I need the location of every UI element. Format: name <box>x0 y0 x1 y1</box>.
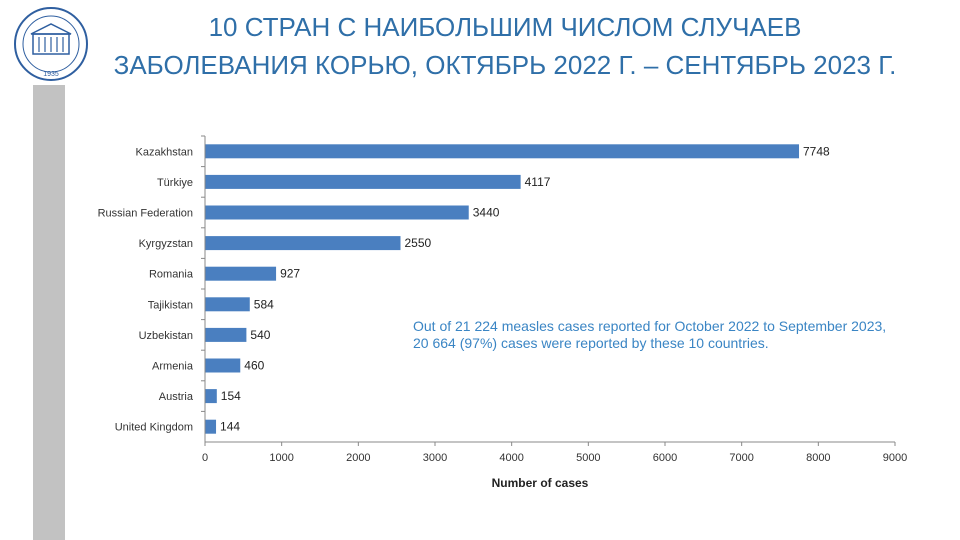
x-tick-label: 3000 <box>423 452 447 464</box>
bar-value-label: 4117 <box>525 175 551 189</box>
category-label: United Kingdom <box>115 422 193 434</box>
x-tick-label: 1000 <box>269 452 293 464</box>
x-tick-label: 2000 <box>346 452 370 464</box>
bar <box>205 174 521 189</box>
x-axis-title: Number of cases <box>492 476 589 490</box>
bar-value-label: 7748 <box>803 144 830 158</box>
category-label: Tajikistan <box>148 299 193 311</box>
bar-value-label: 927 <box>280 267 300 281</box>
x-tick-label: 5000 <box>576 452 600 464</box>
category-label: Russian Federation <box>98 208 193 220</box>
category-label: Kyrgyzstan <box>139 238 193 250</box>
category-label: Romania <box>149 269 194 281</box>
bar <box>205 144 800 159</box>
bar-value-label: 154 <box>221 389 241 403</box>
logo-year: 1935 <box>43 71 59 78</box>
bar <box>205 389 217 404</box>
bar-value-label: 3440 <box>473 206 500 220</box>
university-logo-icon: 1935 <box>14 7 88 81</box>
category-label: Armenia <box>152 361 194 373</box>
decorative-sidebar <box>33 85 65 540</box>
bar <box>205 266 277 281</box>
x-tick-label: 0 <box>202 452 208 464</box>
x-tick-label: 6000 <box>653 452 677 464</box>
category-label: Türkiye <box>157 177 193 189</box>
x-tick-label: 4000 <box>499 452 523 464</box>
x-tick-label: 7000 <box>729 452 753 464</box>
bar-value-label: 540 <box>250 328 270 342</box>
page-title: 10 СТРАН С НАИБОЛЬШИМ ЧИСЛОМ СЛУЧАЕВ ЗАБ… <box>95 8 915 84</box>
bar <box>205 236 401 251</box>
bar-value-label: 460 <box>244 359 264 373</box>
category-label: Uzbekistan <box>139 330 193 342</box>
category-label: Kazakhstan <box>136 146 193 158</box>
x-tick-label: 9000 <box>883 452 907 464</box>
bar-value-label: 584 <box>254 297 274 311</box>
bar <box>205 358 241 373</box>
page-title-line-1: 10 СТРАН С НАИБОЛЬШИМ ЧИСЛОМ СЛУЧАЕВ <box>208 12 802 42</box>
bars-layer: 7748 4117 3440 2550 927 584 540 460 154 144 <box>205 144 830 434</box>
bar <box>205 297 250 312</box>
bar-value-label: 2550 <box>405 236 432 250</box>
chart-annotation: Out of 21 224 measles cases reported for… <box>413 318 887 351</box>
bar <box>205 419 217 434</box>
bar-value-label: 144 <box>220 420 240 434</box>
category-label: Austria <box>159 391 194 403</box>
page-title-line-2: ЗАБОЛЕВАНИЯ КОРЬЮ, ОКТЯБРЬ 2022 Г. – СЕН… <box>113 50 897 80</box>
bar <box>205 205 469 220</box>
bar <box>205 327 247 342</box>
x-tick-label: 8000 <box>806 452 830 464</box>
axis-layer: Kazakhstan Türkiye Russian Federation Kyrgy… <box>98 135 907 464</box>
